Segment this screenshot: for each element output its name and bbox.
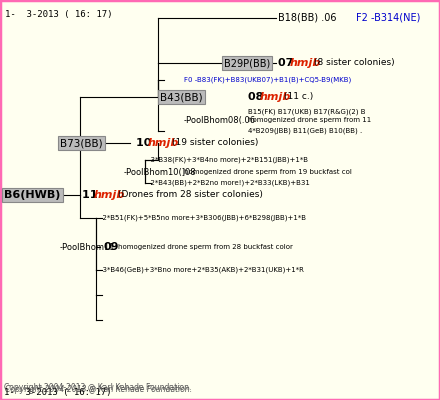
Text: 11: 11 xyxy=(82,190,101,200)
Text: B18(BB) .06: B18(BB) .06 xyxy=(278,13,337,23)
Text: hmjb: hmjb xyxy=(260,92,291,102)
Text: 09: 09 xyxy=(104,242,120,252)
Text: F0 -B83(FK)+B83(UKB07)+B1(B)+CQ5-B9(MKB): F0 -B83(FK)+B83(UKB07)+B1(B)+CQ5-B9(MKB) xyxy=(184,77,351,83)
Text: B6(HWB): B6(HWB) xyxy=(4,190,60,200)
Text: -PoolBhom11: -PoolBhom11 xyxy=(60,242,115,252)
Text: 08: 08 xyxy=(248,92,267,102)
Text: (11 c.): (11 c.) xyxy=(284,92,313,102)
Text: -PoolBhom10(]08: -PoolBhom10(]08 xyxy=(124,168,197,176)
Text: -2*B51(FK)+5*B5no more+3*B306(JBB)+6*B298(JBB)+1*B: -2*B51(FK)+5*B5no more+3*B306(JBB)+6*B29… xyxy=(100,215,306,221)
Text: 4*B209(JBB) B11(GeB) B10(BB) .: 4*B209(JBB) B11(GeB) B10(BB) . xyxy=(248,128,362,134)
Text: hmjb: hmjb xyxy=(290,58,321,68)
Text: -2*B43(BB)+2*B2no more!)+2*B33(LKB)+B31: -2*B43(BB)+2*B2no more!)+2*B33(LKB)+B31 xyxy=(148,180,310,186)
Text: 1-  3-2013 ( 16: 17): 1- 3-2013 ( 16: 17) xyxy=(4,388,111,396)
Text: hmjb: hmjb xyxy=(148,138,180,148)
Text: B15(FK) B17(UKB) B17(R&G)(2) B: B15(FK) B17(UKB) B17(R&G)(2) B xyxy=(248,109,366,115)
Text: B43(BB): B43(BB) xyxy=(160,92,203,102)
Text: Copyright 2004-2013 @ Karl Kehade Foundation.: Copyright 2004-2013 @ Karl Kehade Founda… xyxy=(4,384,191,392)
Text: (8 sister colonies): (8 sister colonies) xyxy=(314,58,395,68)
Text: F2 -B314(NE): F2 -B314(NE) xyxy=(356,13,420,23)
Text: -PoolBhom08(.06: -PoolBhom08(.06 xyxy=(184,116,256,124)
Text: 10: 10 xyxy=(136,138,155,148)
Text: -3*B46(GeB)+3*Bno more+2*B35(AKB)+2*B31(UKB)+1*R: -3*B46(GeB)+3*Bno more+2*B35(AKB)+2*B31(… xyxy=(100,267,304,273)
Text: 1-  3-2013 ( 16: 17): 1- 3-2013 ( 16: 17) xyxy=(5,10,113,19)
Text: Copyright 2004-2013 @ Karl Kehade Foundation.: Copyright 2004-2013 @ Karl Kehade Founda… xyxy=(5,385,192,394)
Text: homogenized drone sperm from 11: homogenized drone sperm from 11 xyxy=(248,117,371,123)
Text: (Drones from 28 sister colonies): (Drones from 28 sister colonies) xyxy=(118,190,263,200)
Text: B73(BB): B73(BB) xyxy=(60,138,103,148)
Text: 07: 07 xyxy=(278,58,297,68)
Text: hmjb: hmjb xyxy=(94,190,125,200)
Text: B29P(BB): B29P(BB) xyxy=(224,58,270,68)
Text: (19 sister colonies): (19 sister colonies) xyxy=(172,138,258,148)
Text: homogenized drone sperm from 19 buckfast col: homogenized drone sperm from 19 buckfast… xyxy=(184,169,352,175)
Text: -3*B38(FK)+3*B4no more)+2*B151(JBB)+1*B: -3*B38(FK)+3*B4no more)+2*B151(JBB)+1*B xyxy=(148,157,308,163)
Text: homogenized drone sperm from 28 buckfast color: homogenized drone sperm from 28 buckfast… xyxy=(118,244,293,250)
